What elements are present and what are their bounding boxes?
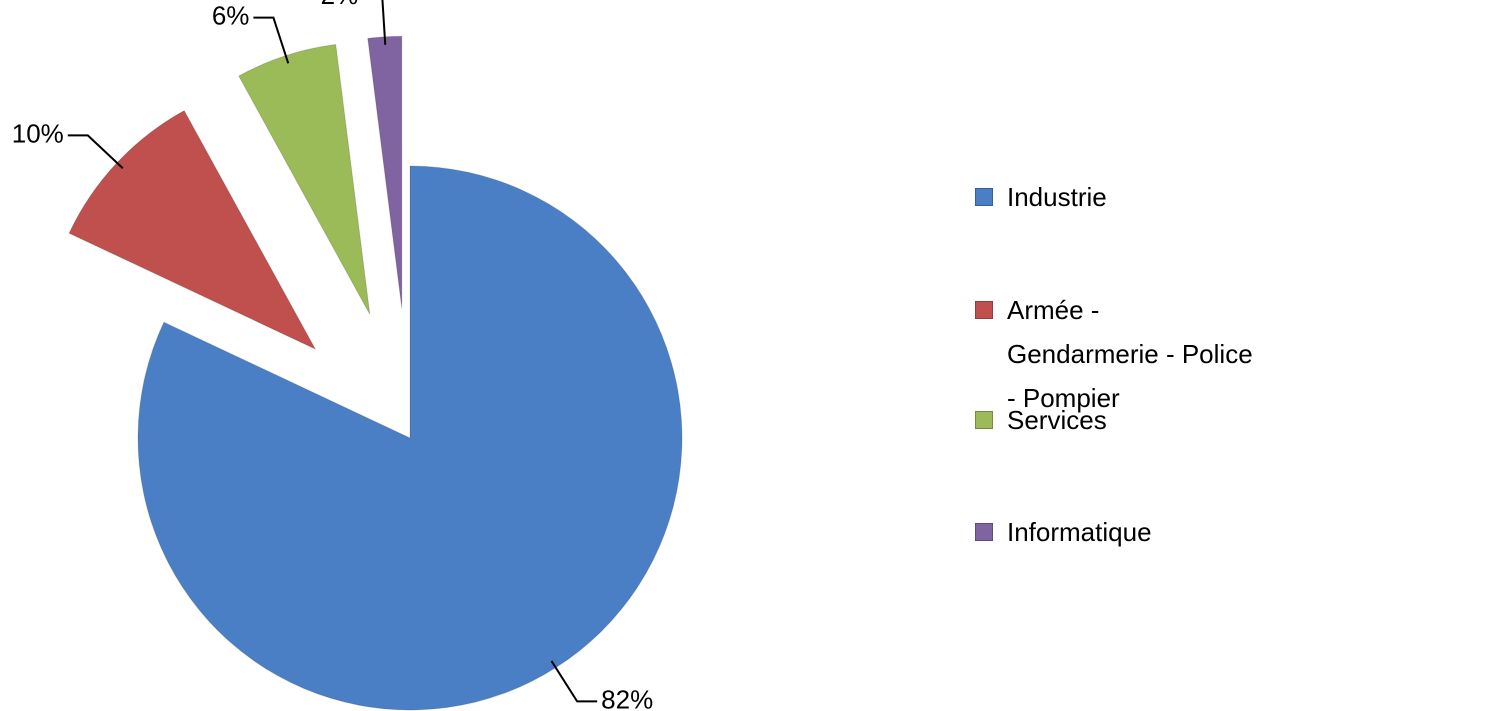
leader-line: [253, 16, 290, 64]
legend-label: Armée - Gendarmerie - Police - Pompier: [1007, 295, 1253, 413]
data-label: 6%: [212, 1, 250, 31]
legend-entry: Informatique: [975, 510, 1257, 554]
pie-slice: [367, 35, 403, 309]
leader-line: [381, 0, 387, 45]
legend-label: Industrie: [1007, 182, 1107, 212]
data-label: 82%: [601, 684, 653, 711]
leader-line: [550, 660, 598, 703]
legend-entry: Services: [975, 398, 1257, 442]
legend-swatch: [975, 301, 993, 319]
data-label: 10%: [12, 118, 64, 148]
legend-swatch: [975, 411, 993, 429]
data-label: 2%: [321, 0, 359, 10]
legend-swatch: [975, 523, 993, 541]
legend-label: Services: [1007, 405, 1107, 435]
legend-entry: Industrie: [975, 175, 1257, 219]
legend-label: Informatique: [1007, 517, 1152, 547]
legend-swatch: [975, 188, 993, 206]
legend-entry: Armée - Gendarmerie - Police - Pompier: [975, 288, 1257, 420]
leader-line: [67, 134, 124, 170]
